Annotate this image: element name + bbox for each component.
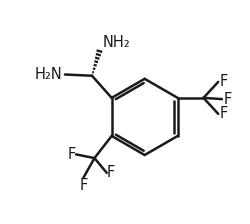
Text: F: F [220, 106, 228, 121]
Text: F: F [220, 74, 228, 89]
Text: F: F [68, 147, 76, 162]
Text: F: F [107, 165, 115, 180]
Text: F: F [223, 92, 232, 107]
Text: NH₂: NH₂ [103, 35, 131, 50]
Text: F: F [79, 178, 88, 193]
Text: H₂N: H₂N [35, 67, 62, 82]
